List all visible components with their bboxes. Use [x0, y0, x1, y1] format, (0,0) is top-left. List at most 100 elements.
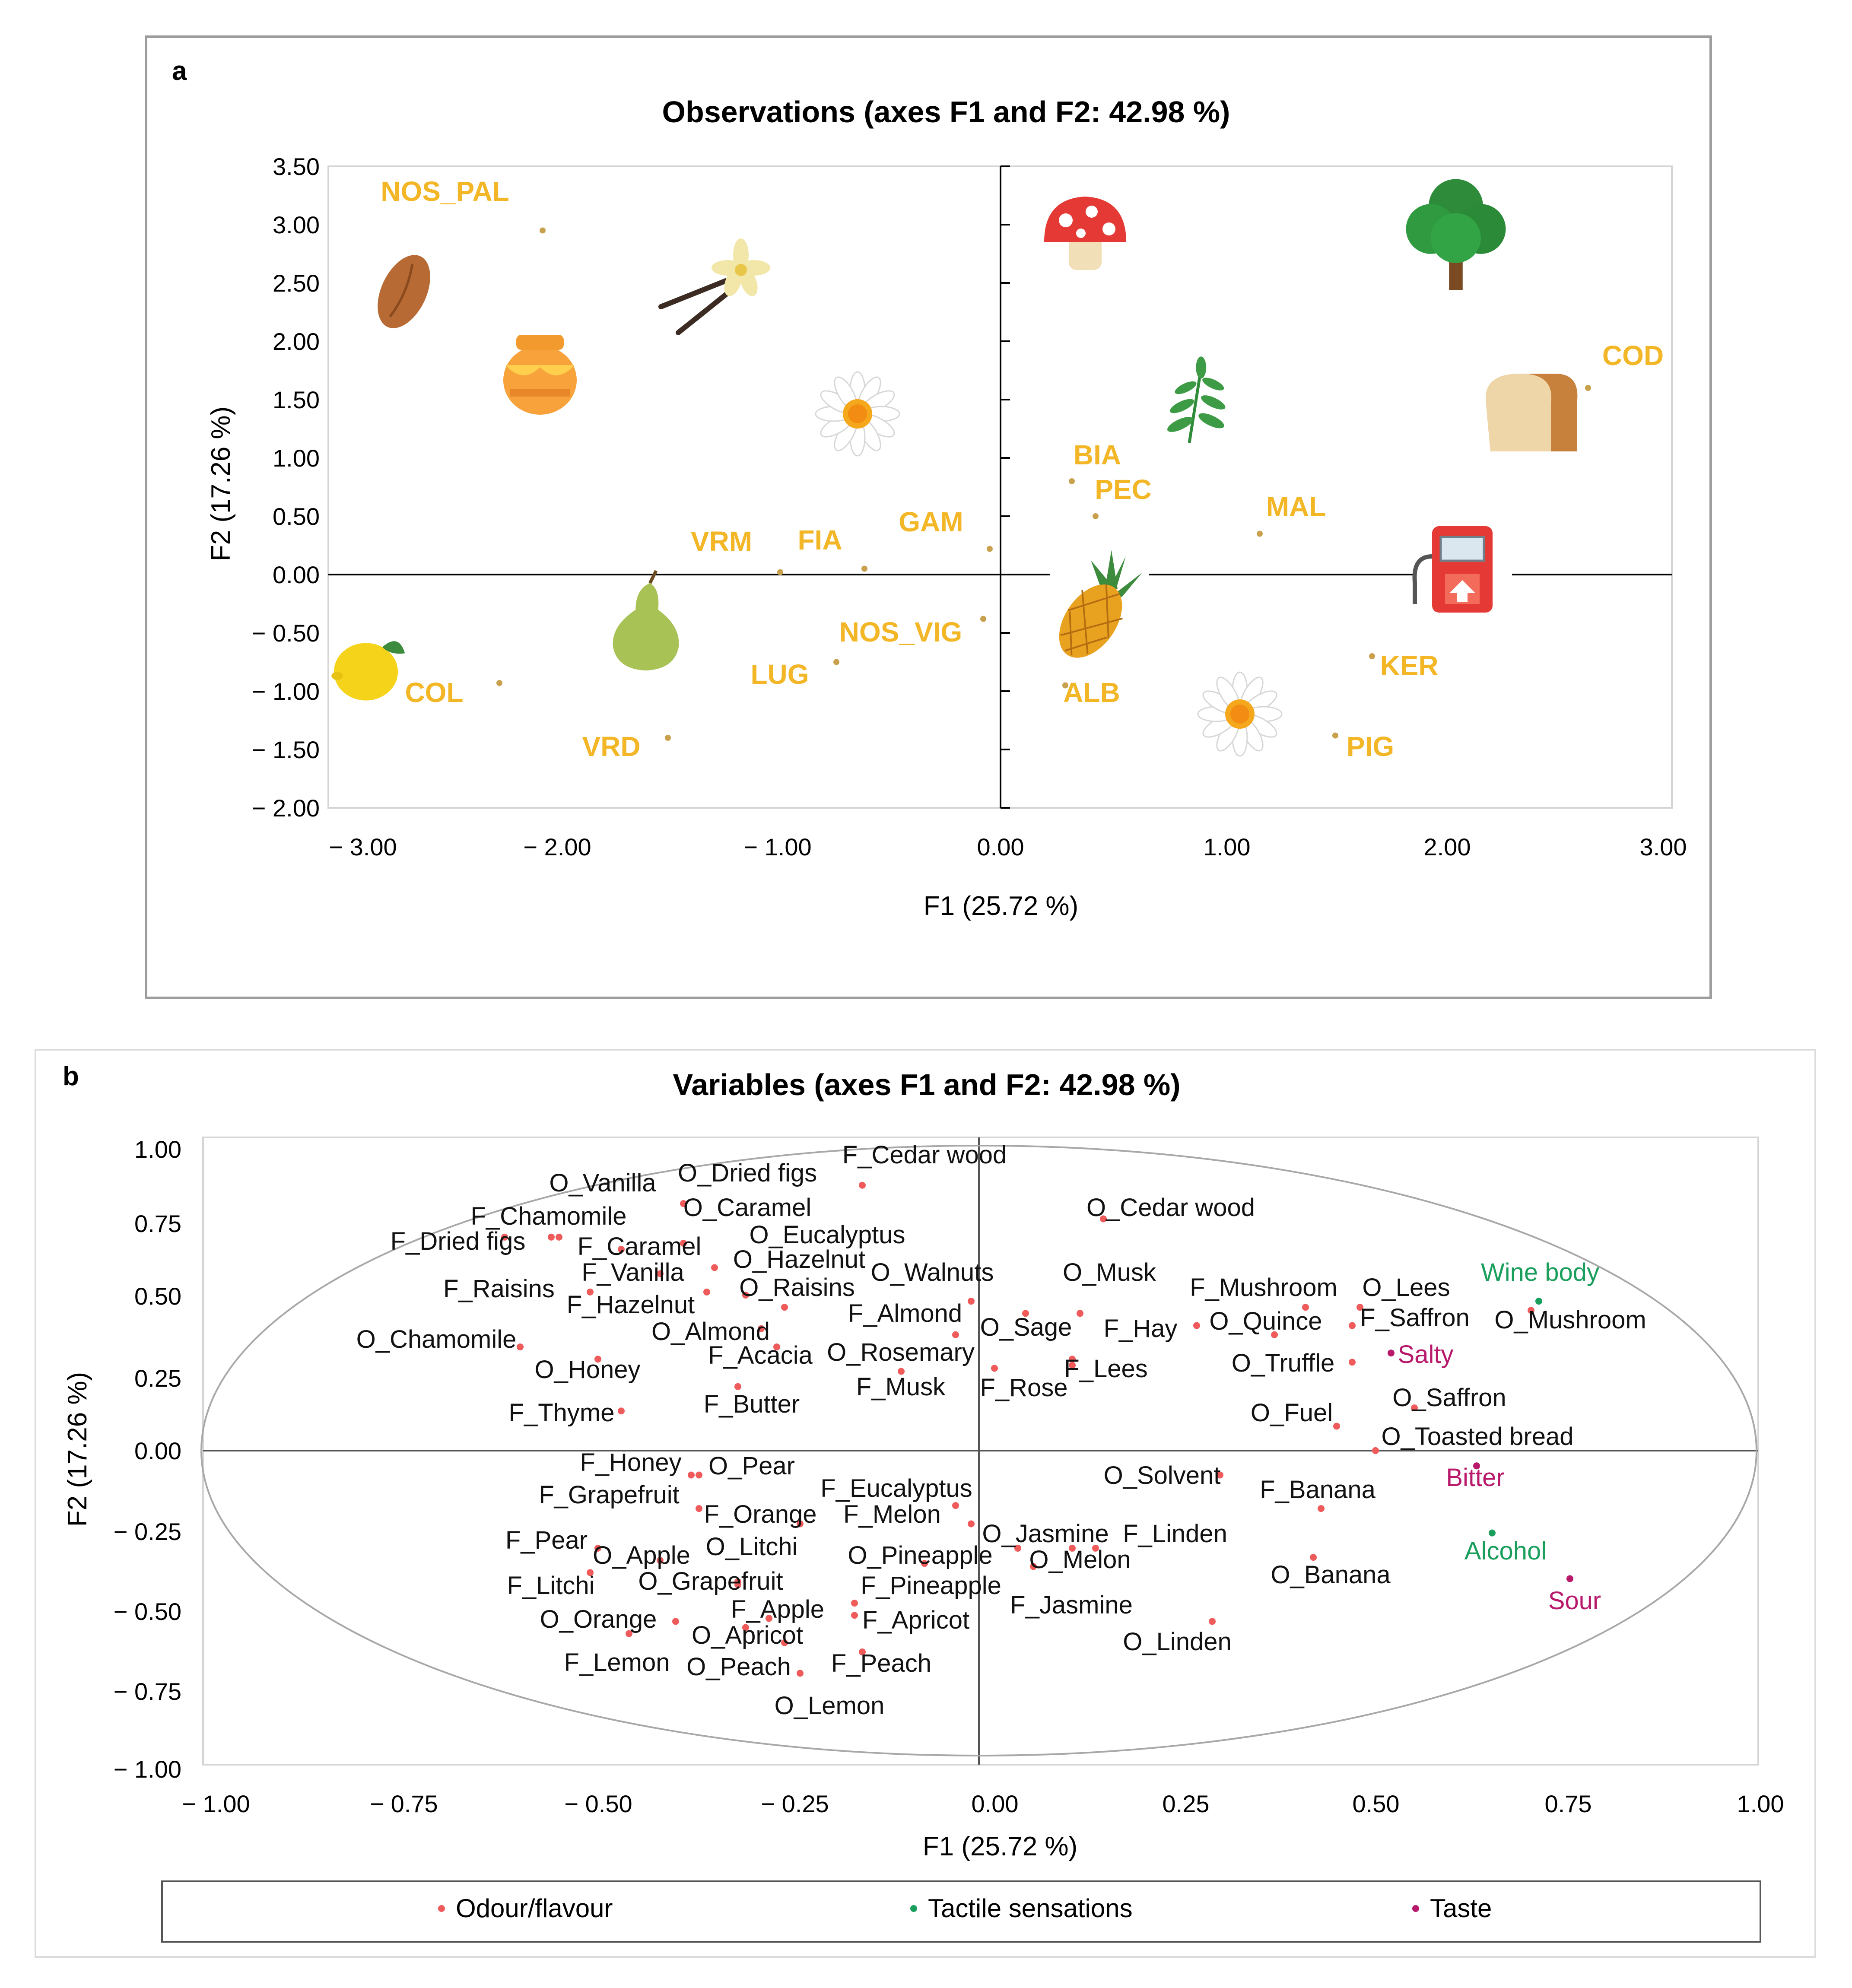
observation-label-mal: MAL: [1266, 491, 1326, 522]
variable-label-f-vanilla: F_Vanilla: [581, 1258, 684, 1286]
y-tick-label-a: − 0.50: [252, 619, 320, 647]
x-tick-label-a: 3.00: [1640, 833, 1687, 861]
plot-b-points: [501, 1181, 1573, 1677]
legend-marker-taste: [1412, 1905, 1419, 1912]
variable-point-f-dried-figs: [501, 1233, 508, 1241]
leaf-icon: [1165, 356, 1227, 443]
variable-point-f-eucalyptus: [952, 1502, 959, 1509]
bread-icon: [1486, 374, 1578, 451]
variable-point-o-pineapple: [921, 1560, 928, 1567]
x-tick-label-b: − 0.25: [761, 1790, 829, 1817]
variable-label-sour: Sour: [1548, 1587, 1601, 1615]
variable-point-f-apricot: [851, 1612, 858, 1619]
variable-label-f-saffron: F_Saffron: [1360, 1304, 1470, 1332]
variable-point-f-peach: [859, 1648, 866, 1655]
y-tick-label-a: 0.50: [273, 503, 320, 530]
observation-point-pec: [1093, 513, 1099, 519]
variable-point-o-orange: [672, 1618, 679, 1625]
variable-label-o-fuel: O_Fuel: [1251, 1399, 1333, 1427]
variable-point-f-litchi: [587, 1569, 594, 1576]
variable-point-o-toasted-bread: [1372, 1447, 1379, 1454]
variable-point-f-chamomile: [556, 1233, 562, 1241]
variable-label-o-orange: O_Orange: [540, 1605, 657, 1633]
variable-label-alcohol: Alcohol: [1464, 1537, 1547, 1565]
almond-icon: [367, 247, 441, 337]
pineapple-icon: [1045, 549, 1143, 670]
lemon-icon: [331, 641, 405, 701]
observation-point-cod: [1585, 385, 1591, 391]
variable-point-o-banana: [1310, 1554, 1317, 1561]
variable-label-f-pear: F_Pear: [505, 1526, 588, 1554]
variable-point-o-almond: [758, 1325, 765, 1332]
variable-point-f-lees: [1069, 1356, 1076, 1363]
variable-label-o-cedar-wood: O_Cedar wood: [1086, 1194, 1255, 1222]
y-tick-label-a: 2.00: [273, 328, 320, 355]
variable-label-o-apricot: O_Apricot: [692, 1621, 803, 1649]
variable-point-f-orange: [797, 1520, 804, 1528]
observation-label-nos-vig: NOS_VIG: [839, 616, 963, 648]
variable-point-o-eucalyptus: [711, 1264, 718, 1271]
variable-point-o-peach: [781, 1639, 788, 1646]
y-tick-label-a: 1.00: [273, 445, 320, 472]
variable-point-f-caramel: [618, 1246, 625, 1253]
variable-label-f-eucalyptus: F_Eucalyptus: [820, 1474, 972, 1502]
variable-point-o-lees: [1356, 1304, 1363, 1311]
variable-label-o-chamomile: O_Chamomile: [356, 1325, 517, 1353]
variable-label-f-musk: F_Musk: [856, 1373, 946, 1401]
x-tick-label-a: 1.00: [1204, 833, 1251, 861]
plot-a-point-labels: NOS_PAL COD BIA PEC MAL GAM FIA VRM NOS_VIG LUG CO…: [381, 176, 1664, 762]
variable-point-o-hazelnut: [742, 1291, 749, 1299]
variable-label-o-vanilla: O_Vanilla: [549, 1169, 656, 1197]
variable-label-f-thyme: F_Thyme: [509, 1399, 615, 1427]
variable-label-f-butter: F_Butter: [704, 1390, 800, 1418]
chart-a-xlabel: F1 (25.72 %): [924, 891, 1078, 921]
variable-point-o-chamomile: [517, 1343, 524, 1350]
observation-point-fia: [861, 565, 867, 572]
variable-point-o-caramel: [680, 1239, 687, 1247]
variable-label-o-truffle: O_Truffle: [1232, 1349, 1335, 1377]
observation-point-pig: [1332, 732, 1338, 739]
plot-b-x-ticks: − 1.00 − 0.75 − 0.50 − 0.25 0.00 0.25 0.50 0.75…: [182, 1790, 1784, 1817]
legend-label-odour: Odour/flavour: [456, 1894, 613, 1923]
y-tick-label-b: 1.00: [134, 1136, 181, 1163]
variable-label-o-melon: O_Melon: [1029, 1546, 1131, 1574]
variable-label-f-hay: F_Hay: [1104, 1315, 1178, 1343]
y-tick-label-b: 0.75: [134, 1210, 181, 1237]
chamomile-icon: [1197, 671, 1283, 757]
variable-label-f-orange: F_Orange: [704, 1500, 816, 1528]
variable-point-o-pear: [688, 1471, 695, 1479]
variable-label-o-grapefruit: O_Grapefruit: [638, 1567, 783, 1595]
variable-point-f-cedar-wood: [859, 1181, 866, 1189]
variable-label-f-melon: F_Melon: [843, 1500, 941, 1528]
y-tick-label-a: 0.00: [273, 561, 320, 588]
chamomile-icon: [815, 371, 900, 457]
variable-point-o-truffle: [1349, 1359, 1356, 1366]
x-tick-label-b: 0.50: [1353, 1790, 1400, 1817]
variable-point-o-linden: [1209, 1618, 1216, 1625]
variable-label-o-litchi: O_Litchi: [706, 1533, 798, 1561]
y-tick-label-a: 1.50: [273, 386, 320, 413]
variable-point-f-butter: [734, 1383, 741, 1390]
variable-label-f-caramel: F_Caramel: [578, 1232, 702, 1261]
variable-label-f-chamomile: F_Chamomile: [471, 1202, 627, 1230]
variable-point-f-honey: [696, 1471, 702, 1479]
observation-label-vrd: VRD: [582, 731, 640, 762]
fuel-pump-icon: [1415, 526, 1493, 613]
legend-box: [161, 1880, 1761, 1943]
y-tick-label-a: − 1.50: [252, 736, 320, 763]
variable-point-f-thyme: [618, 1407, 625, 1415]
variable-label-f-rose: F_Rose: [980, 1374, 1067, 1402]
observation-label-nos-pal: NOS_PAL: [381, 176, 509, 207]
variable-label-o-lees: O_Lees: [1362, 1273, 1450, 1302]
y-tick-label-b: − 0.25: [114, 1518, 181, 1545]
observation-point-alb: [1062, 682, 1068, 689]
panel-b-frame: [35, 1049, 1816, 1958]
observation-point-gam: [987, 546, 993, 552]
legend: Odour/flavour Tactile sensations Taste: [161, 1880, 1761, 1943]
variable-point-f-raisins: [587, 1288, 594, 1296]
variable-label-f-almond: F_Almond: [848, 1299, 962, 1327]
observation-label-pec: PEC: [1095, 474, 1152, 505]
variable-label-f-linden: F_Linden: [1123, 1520, 1227, 1548]
variable-label-wine-body: Wine body: [1481, 1258, 1599, 1286]
variable-label-f-dried-figs: F_Dried figs: [391, 1227, 526, 1255]
